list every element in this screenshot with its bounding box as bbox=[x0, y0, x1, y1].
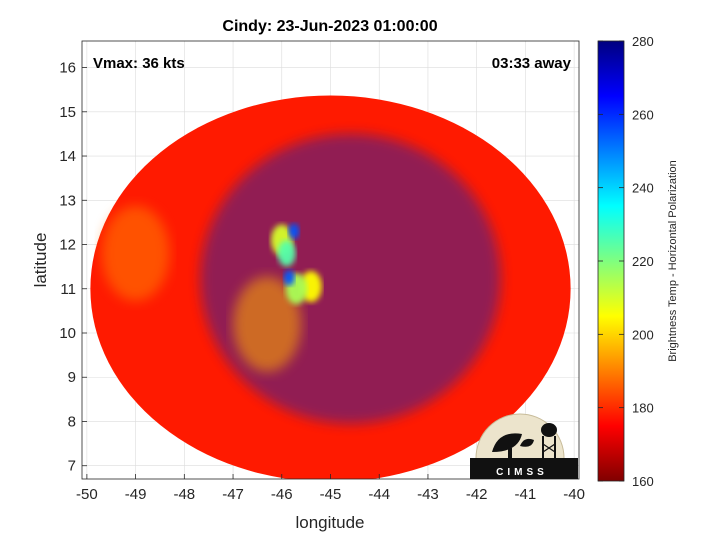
colorbar: 160 180 200 220 240 260 280 Brightness Temp - … bbox=[597, 34, 679, 489]
cold-core-tint bbox=[200, 133, 501, 424]
y-tick-label: 16 bbox=[59, 60, 76, 77]
x-axis: -50 -49 -48 -47 -46 -45 -44 -43 -42 -41 -40 bbox=[76, 474, 585, 503]
cimss-logo: CIMSS bbox=[470, 413, 578, 479]
x-tick-label: -41 bbox=[515, 486, 537, 503]
y-tick-label: 10 bbox=[59, 325, 76, 342]
y-tick-label: 11 bbox=[60, 281, 76, 298]
away-annotation: 03:33 away bbox=[492, 55, 572, 72]
colorbar-tick-label: 180 bbox=[632, 401, 654, 416]
logo-text: CIMSS bbox=[496, 467, 548, 478]
y-axis: 7 8 9 10 11 12 13 14 15 16 bbox=[59, 60, 87, 475]
x-tick-label: -40 bbox=[563, 486, 585, 503]
colorbar-tick-label: 260 bbox=[632, 107, 654, 122]
x-tick-label: -48 bbox=[173, 486, 195, 503]
y-tick-label: 9 bbox=[68, 369, 76, 386]
y-tick-label: 8 bbox=[68, 413, 76, 430]
feature-blob bbox=[277, 240, 296, 267]
x-tick-label: -46 bbox=[271, 486, 293, 503]
x-tick-label: -44 bbox=[368, 486, 390, 503]
x-tick-label: -50 bbox=[76, 486, 98, 503]
y-tick-label: 15 bbox=[59, 104, 76, 121]
chart-title: Cindy: 23-Jun-2023 01:00:00 bbox=[222, 18, 437, 35]
y-tick-label: 7 bbox=[68, 458, 76, 475]
x-tick-label: -47 bbox=[222, 486, 244, 503]
heatmap-layer bbox=[90, 95, 571, 479]
feature-blob bbox=[101, 205, 170, 301]
colorbar-tick-label: 200 bbox=[632, 327, 654, 342]
y-tick-label: 13 bbox=[59, 192, 76, 209]
x-tick-label: -43 bbox=[417, 486, 439, 503]
x-tick-label: -42 bbox=[466, 486, 488, 503]
colorbar-tick-label: 160 bbox=[632, 474, 654, 489]
y-tick-label: 12 bbox=[59, 237, 76, 254]
y-axis-title: latitude bbox=[31, 233, 50, 288]
feature-blob bbox=[283, 269, 295, 286]
colorbar-tick-label: 240 bbox=[632, 181, 654, 196]
x-tick-label: -49 bbox=[125, 486, 147, 503]
x-axis-title: longitude bbox=[295, 513, 364, 532]
y-tick-label: 14 bbox=[59, 148, 76, 165]
colorbar-tick-label: 280 bbox=[632, 34, 654, 49]
feature-blob bbox=[288, 223, 300, 240]
feature-blob bbox=[233, 276, 302, 372]
x-tick-label: -45 bbox=[320, 486, 342, 503]
colorbar-tick-label: 220 bbox=[632, 254, 654, 269]
colorbar-title: Brightness Temp - Horizontal Polarizatio… bbox=[667, 160, 679, 362]
vmax-annotation: Vmax: 36 kts bbox=[93, 55, 185, 72]
